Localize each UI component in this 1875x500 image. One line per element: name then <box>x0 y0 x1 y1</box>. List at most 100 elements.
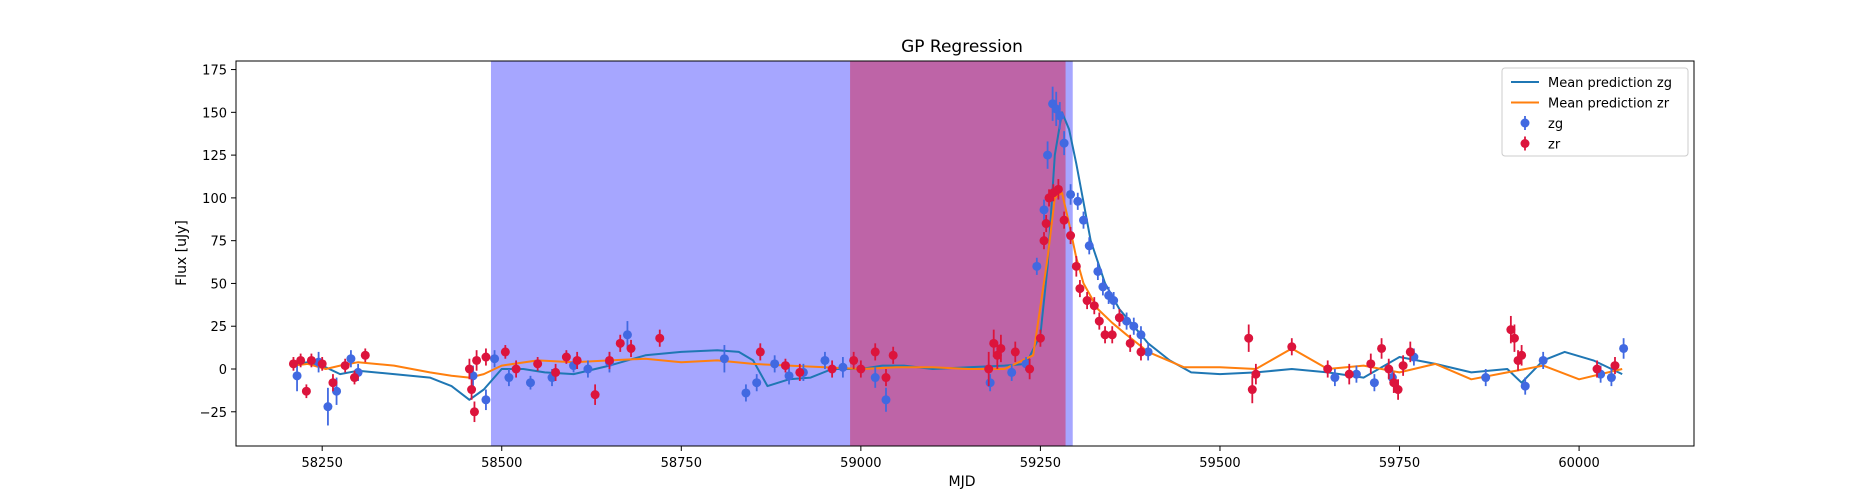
x-tick-label: 59750 <box>1379 456 1420 471</box>
data-point-zg <box>332 386 342 396</box>
data-point-zr <box>870 347 880 357</box>
data-point-zr <box>1025 364 1035 374</box>
shaded-region-2 <box>850 61 1066 446</box>
data-point-zr <box>301 386 311 396</box>
data-point-zr <box>1323 364 1333 374</box>
x-tick-label: 58750 <box>661 456 702 471</box>
data-point-zr <box>1053 184 1063 194</box>
data-point-zr <box>615 338 625 348</box>
data-point-zg <box>525 378 535 388</box>
x-tick-label: 60000 <box>1558 456 1599 471</box>
y-tick-label: 0 <box>219 363 227 378</box>
data-point-zg <box>1143 347 1153 357</box>
data-point-zg <box>752 378 762 388</box>
x-tick-label: 59500 <box>1199 456 1240 471</box>
data-point-zg <box>1330 373 1340 383</box>
data-point-zg <box>292 371 302 381</box>
data-point-zr <box>827 364 837 374</box>
data-point-zg <box>1007 367 1017 377</box>
data-point-zr <box>1071 261 1081 271</box>
data-point-zg <box>741 388 751 398</box>
data-point-zg <box>1122 316 1132 326</box>
data-point-zr <box>469 407 479 417</box>
data-point-zr <box>1509 333 1519 343</box>
chart-title: GP Regression <box>901 37 1023 57</box>
data-point-zr <box>1010 347 1020 357</box>
data-point-zr <box>992 350 1002 360</box>
data-point-zg <box>490 354 500 364</box>
data-point-zr <box>1100 330 1110 340</box>
data-point-zg <box>1039 205 1049 215</box>
data-point-zr <box>1125 338 1135 348</box>
data-point-zg <box>1098 282 1108 292</box>
data-point-zr <box>1377 343 1387 353</box>
data-point-zg <box>622 330 632 340</box>
data-point-zg <box>1538 355 1548 365</box>
data-point-zr <box>1398 361 1408 371</box>
data-point-zr <box>1247 385 1257 395</box>
x-tick-label: 58250 <box>302 456 343 471</box>
data-point-zg <box>1051 104 1061 114</box>
data-point-zr <box>1592 364 1602 374</box>
data-point-zr <box>511 364 521 374</box>
data-point-zg <box>881 395 891 405</box>
legend-box <box>1501 67 1689 157</box>
data-point-zr <box>755 347 765 357</box>
data-point-zr <box>1082 296 1092 306</box>
y-tick-label: 100 <box>202 192 227 207</box>
data-point-zr <box>604 355 614 365</box>
data-point-zg <box>838 362 848 372</box>
data-point-zr <box>1389 378 1399 388</box>
legend-label-zg: zg <box>1548 117 1563 132</box>
data-point-zr <box>1517 350 1527 360</box>
data-point-zr <box>551 367 561 377</box>
data-point-zr <box>626 343 636 353</box>
legend-label-mean-prediction-zg: Mean prediction zg <box>1548 76 1672 91</box>
data-point-zg <box>770 359 780 369</box>
data-point-zr <box>655 333 665 343</box>
y-tick-label: 150 <box>202 106 227 121</box>
data-point-zr <box>1287 342 1297 352</box>
data-point-zg <box>1073 196 1083 206</box>
data-point-zr <box>1366 359 1376 369</box>
data-point-zr <box>590 390 600 400</box>
data-point-zg <box>481 395 491 405</box>
data-point-zg <box>1369 378 1379 388</box>
legend-marker-zg <box>1520 118 1530 128</box>
legend-label-mean-prediction-zr: Mean prediction zr <box>1548 97 1670 112</box>
legend-label-zr: zr <box>1548 138 1561 153</box>
data-point-zg <box>1055 111 1065 121</box>
data-point-zr <box>533 359 543 369</box>
data-point-zr <box>1041 219 1051 229</box>
data-point-zr <box>1094 316 1104 326</box>
data-point-zr <box>317 359 327 369</box>
x-tick-label: 59250 <box>1020 456 1061 471</box>
x-tick-label: 59000 <box>840 456 881 471</box>
data-point-zg <box>1109 296 1119 306</box>
y-tick-label: −25 <box>200 406 227 421</box>
data-point-zg <box>346 354 356 364</box>
data-point-zr <box>1075 284 1085 294</box>
data-point-zg <box>323 402 333 412</box>
data-point-zr <box>467 385 477 395</box>
data-point-zr <box>340 361 350 371</box>
data-point-zr <box>288 359 298 369</box>
data-point-zg <box>1481 373 1491 383</box>
data-point-zg <box>1032 261 1042 271</box>
y-tick-label: 75 <box>210 235 227 250</box>
data-point-zg <box>1093 266 1103 276</box>
data-point-zr <box>472 355 482 365</box>
data-point-zr <box>856 364 866 374</box>
data-point-zr <box>464 364 474 374</box>
data-point-zg <box>583 364 593 374</box>
data-point-zg <box>468 371 478 381</box>
data-point-zg <box>1059 138 1069 148</box>
y-tick-label: 175 <box>202 64 227 79</box>
data-point-zr <box>1384 364 1394 374</box>
y-axis-label: Flux [uJy] <box>174 220 190 286</box>
data-point-zr <box>350 373 360 383</box>
y-tick-label: 50 <box>210 277 227 292</box>
data-point-zg <box>1066 189 1076 199</box>
data-point-zr <box>296 355 306 365</box>
